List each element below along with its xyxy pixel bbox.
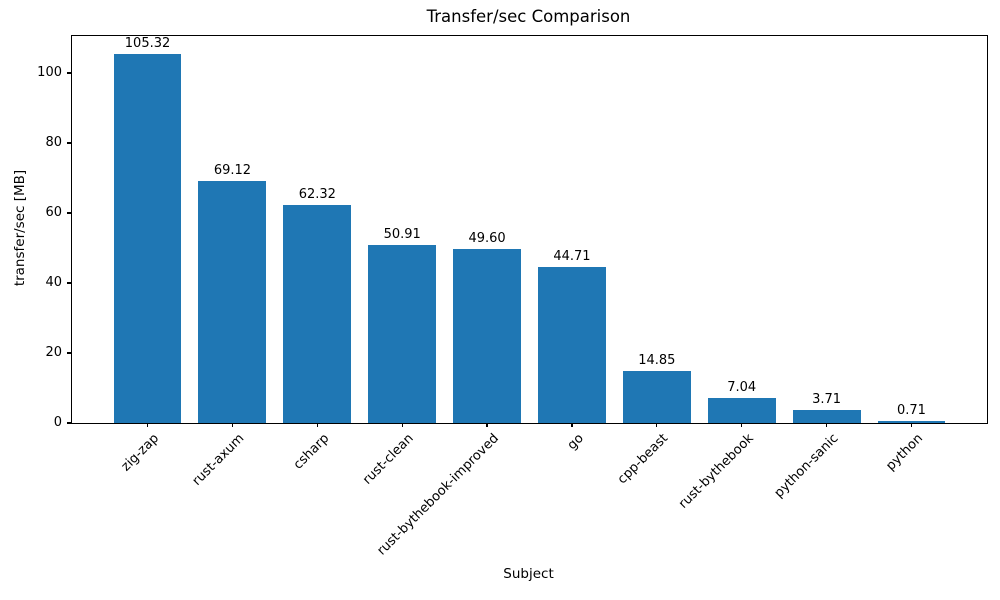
x-tick-label: python — [883, 431, 927, 474]
y-tick-label: 60 — [45, 205, 62, 221]
x-tick-label: python-sanic — [771, 431, 842, 501]
bar — [622, 371, 691, 423]
bar — [707, 398, 776, 423]
bar — [368, 244, 437, 423]
x-tick-mark — [401, 423, 403, 427]
y-tick-label: 20 — [45, 345, 62, 361]
y-tick-label: 40 — [45, 275, 62, 291]
bar — [877, 420, 946, 423]
bar — [198, 181, 267, 423]
bar-value-label: 0.71 — [896, 402, 926, 418]
y-tick-label: 0 — [53, 415, 62, 430]
y-tick-mark — [67, 352, 71, 354]
x-tick-label: zig-zap — [118, 431, 163, 475]
x-tick-mark — [825, 423, 828, 427]
y-tick-mark — [67, 142, 71, 144]
y-tick-label: 100 — [37, 65, 62, 81]
bar-value-label: 14.85 — [638, 353, 676, 369]
x-tick-mark — [486, 423, 488, 427]
bar-value-label: 44.71 — [553, 248, 591, 264]
y-tick-mark — [67, 282, 71, 284]
x-tick-mark — [741, 423, 743, 427]
y-tick-label: 80 — [45, 135, 62, 151]
x-axis-label: Subject — [503, 566, 554, 582]
bar — [113, 54, 182, 423]
bar — [792, 410, 861, 423]
bar-value-label: 69.12 — [213, 163, 252, 179]
x-tick-mark — [910, 423, 913, 427]
bar-value-label: 3.71 — [812, 392, 842, 408]
y-tick-mark — [67, 422, 71, 424]
chart-title: Transfer/sec Comparison — [426, 7, 631, 26]
x-tick-mark — [316, 423, 318, 427]
x-tick-mark — [146, 423, 149, 427]
y-axis-label: transfer/sec [MB] — [12, 169, 28, 287]
bar-value-label: 49.60 — [468, 231, 506, 247]
bar-value-label: 62.32 — [298, 186, 336, 202]
plot-area: 0 20 40 60 80 100 105.32 zig-zap 69.12 rust-axum 6… — [37, 35, 988, 558]
x-tick-mark — [571, 423, 573, 427]
x-tick-mark — [656, 423, 658, 427]
bar-value-label: 105.32 — [124, 36, 171, 52]
bar — [537, 266, 606, 423]
x-tick-label: rust-axum — [189, 431, 248, 489]
x-tick-label: rust-clean — [360, 431, 417, 488]
y-tick-mark — [67, 72, 71, 74]
x-tick-label: cpp-beast — [615, 431, 672, 488]
x-tick-label: csharp — [290, 431, 332, 473]
x-tick-label: go — [564, 431, 587, 454]
y-tick-mark — [67, 212, 71, 214]
bar — [283, 204, 352, 423]
x-tick-label: rust-bythebook — [675, 431, 757, 512]
bar — [453, 249, 521, 423]
x-tick-mark — [231, 423, 233, 427]
bar-value-label: 7.04 — [727, 380, 757, 396]
bar-value-label: 50.91 — [383, 226, 421, 242]
